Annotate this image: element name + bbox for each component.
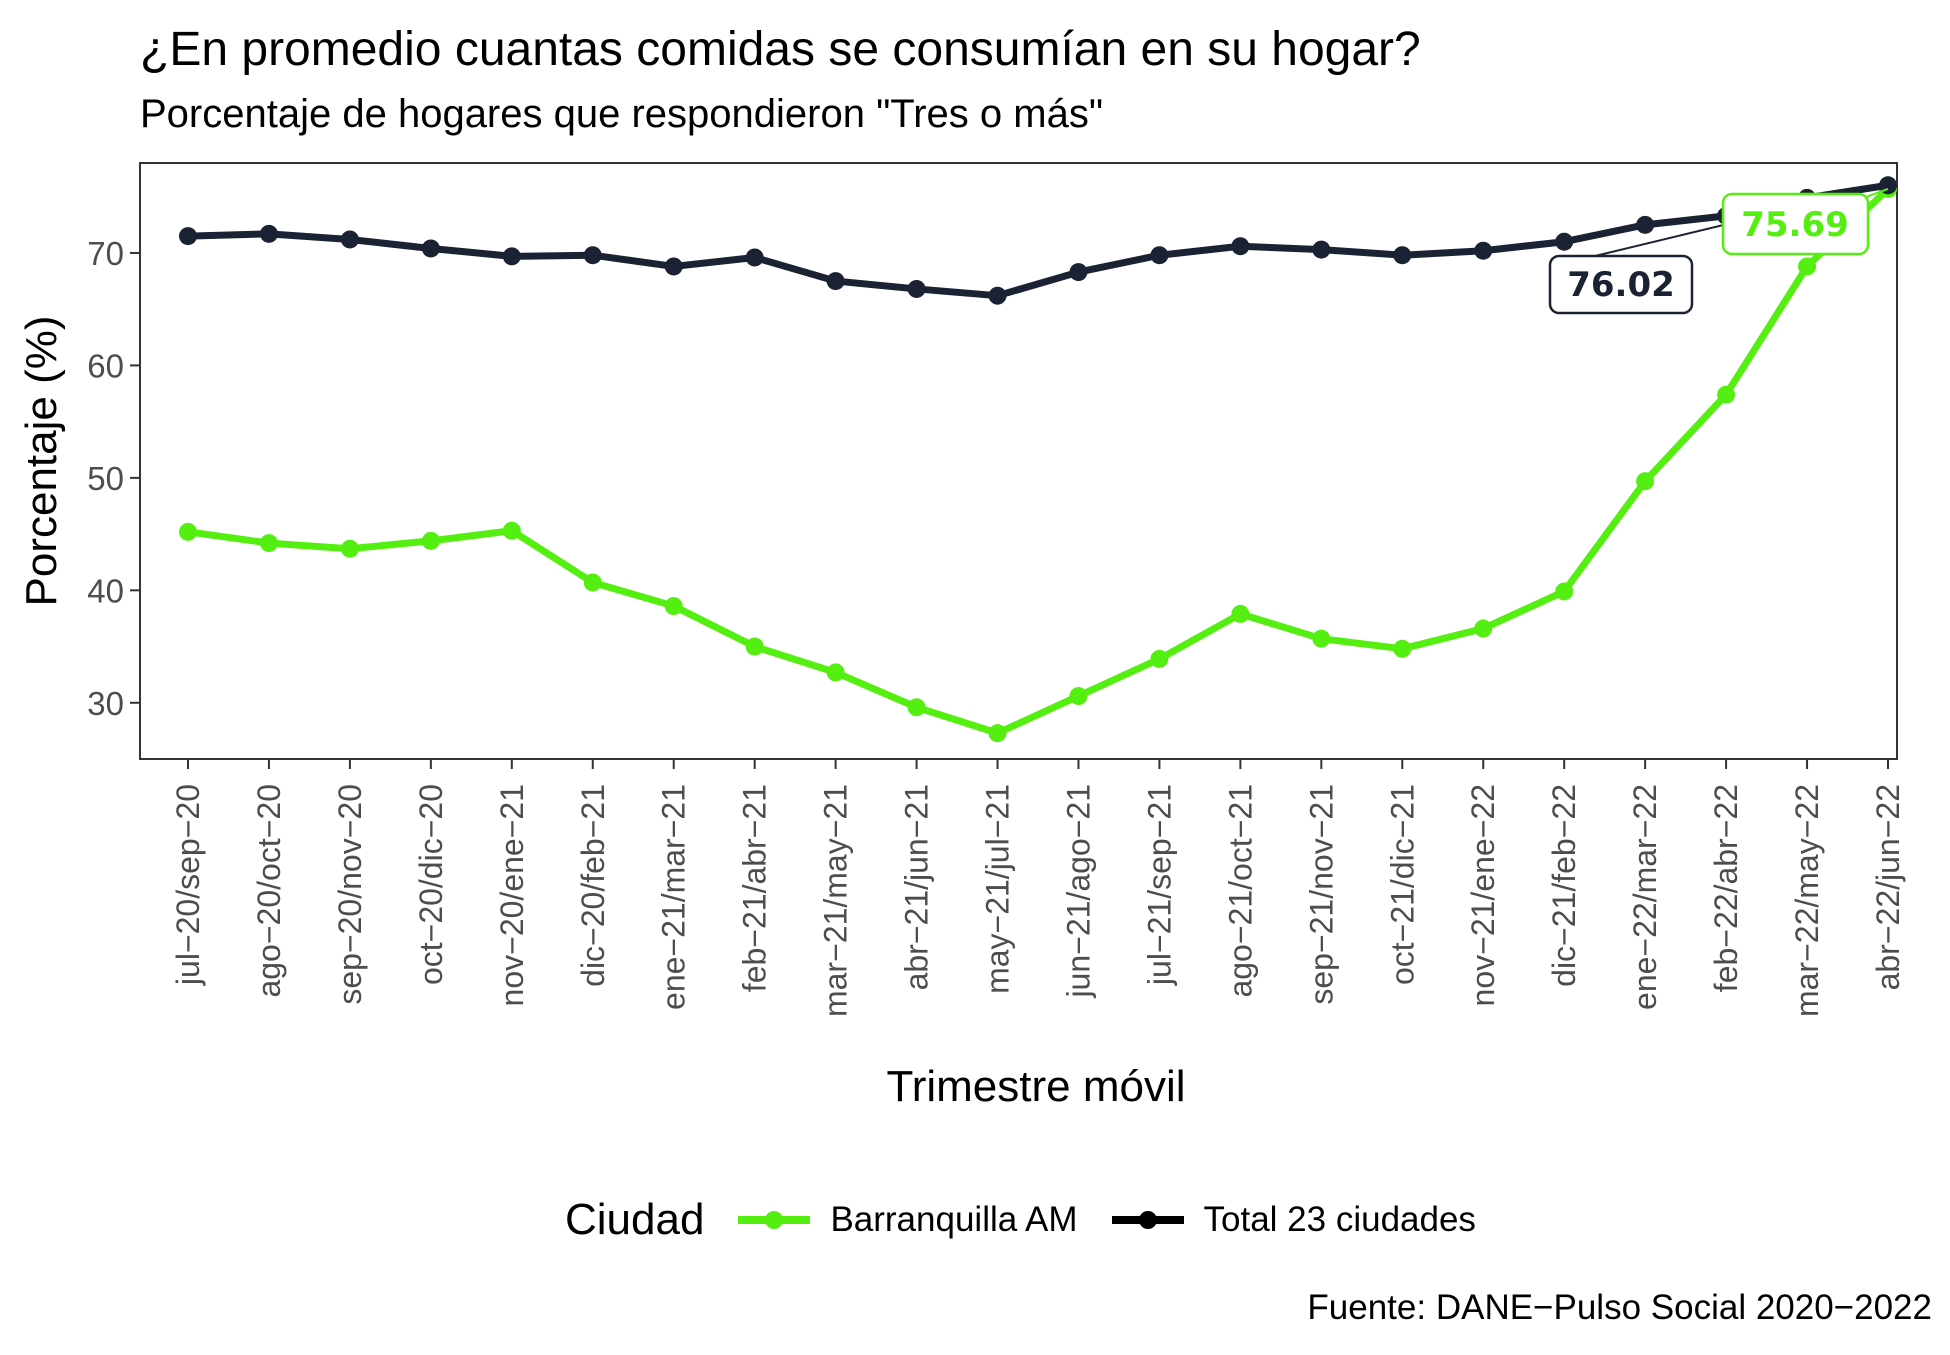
y-tick-label: 40: [87, 572, 124, 609]
x-tick-label: jul−20/sep−20: [170, 784, 206, 986]
x-tick-label: nov−21/ene−22: [1465, 784, 1501, 1006]
source-caption: Fuente: DANE−Pulso Social 2020−2022: [1307, 1288, 1932, 1327]
data-point: [907, 279, 926, 298]
data-point: [179, 227, 197, 246]
x-tick-label: feb−22/abr−22: [1708, 784, 1744, 992]
y-tick-label: 60: [87, 347, 124, 384]
series-line: [184, 185, 1892, 737]
data-point: [1231, 237, 1250, 256]
data-point: [1555, 582, 1574, 601]
y-axis-label: Porcentaje (%): [17, 315, 66, 606]
series-barranquilla: [179, 179, 1897, 743]
data-point: [1474, 241, 1493, 260]
data-point: [1636, 215, 1655, 234]
x-axis-label: Trimestre móvil: [886, 1062, 1185, 1111]
data-point: [1069, 687, 1088, 706]
data-point: [583, 246, 602, 265]
data-point: [826, 663, 845, 682]
label-box-barranquilla: [1721, 192, 1870, 256]
data-point: [988, 286, 1007, 305]
plot-panel: [139, 162, 1898, 760]
data-point: [1150, 649, 1169, 668]
data-point: [745, 248, 764, 267]
legend-label-total: Total 23 ciudades: [1203, 1200, 1476, 1239]
data-point: [1474, 619, 1493, 638]
end-labels: 76.02 75.69: [1548, 184, 1889, 315]
label-barranquilla-value: 75.69: [1741, 205, 1849, 245]
line-chart: 30 40 50 60 70 jul−20/sep−20 ago−20/oct−20 sep−…: [17, 162, 1906, 1111]
x-tick-label: abr−22/jun−22: [1870, 784, 1906, 990]
data-point: [340, 539, 359, 558]
chart-subtitle: Porcentaje de hogares que respondieron "…: [140, 92, 1104, 136]
x-tick-label: mar−22/may−22: [1789, 784, 1825, 1017]
data-point: [179, 522, 197, 541]
data-point: [421, 239, 440, 258]
x-tick-label: jun−21/ago−21: [1060, 784, 1096, 999]
x-tick-label: ago−20/oct−20: [251, 784, 287, 998]
x-tick-label: dic−21/feb−22: [1546, 784, 1582, 987]
data-point: [1555, 232, 1574, 251]
x-tick-label: nov−20/ene−21: [494, 784, 530, 1006]
series-layer: [179, 176, 1897, 743]
x-tick-label: ene−22/mar−22: [1627, 784, 1663, 1010]
x-tick-label: dic−20/feb−21: [575, 784, 611, 987]
legend-key-green-line: [738, 1211, 811, 1229]
x-tick-label: mar−21/may−21: [818, 784, 854, 1017]
data-point: [1069, 263, 1088, 282]
x-tick-label: oct−20/dic−20: [413, 784, 449, 985]
y-tick-label: 50: [87, 460, 124, 497]
data-point: [1636, 472, 1655, 491]
legend-key-dark-line: [1111, 1211, 1184, 1229]
legend-item-barranquilla: Barranquilla AM: [734, 1200, 1078, 1240]
data-point: [826, 272, 845, 291]
label-box-total: [1548, 254, 1694, 315]
data-point: [1150, 246, 1169, 265]
legend-label-barranquilla: Barranquilla AM: [830, 1200, 1078, 1239]
data-point: [664, 597, 683, 616]
x-tick-label: jul−21/sep−21: [1141, 784, 1177, 986]
x-tick-label: ene−21/mar−21: [656, 784, 692, 1010]
data-point: [1393, 639, 1412, 658]
data-point: [907, 698, 926, 717]
y-tick-label: 70: [87, 235, 124, 272]
y-tick-label: 30: [87, 685, 124, 722]
data-point: [583, 573, 602, 592]
data-point: [259, 534, 278, 553]
series-total: [179, 176, 1897, 305]
data-point: [664, 257, 683, 276]
x-tick-label: feb−21/abr−21: [737, 784, 773, 992]
data-point: [1231, 604, 1250, 623]
series-line: [184, 181, 1892, 300]
data-point: [988, 724, 1007, 743]
legend-item-total: Total 23 ciudades: [1108, 1200, 1476, 1240]
data-point: [1312, 240, 1331, 259]
data-point: [340, 230, 359, 249]
label-total-value: 76.02: [1567, 265, 1675, 305]
data-point: [1312, 629, 1331, 648]
legend-title: Ciudad: [565, 1195, 705, 1244]
data-point: [745, 637, 764, 656]
x-tick-label: sep−20/nov−20: [332, 784, 368, 1005]
x-tick-label: may−21/jul−21: [980, 784, 1016, 994]
data-point: [502, 521, 521, 540]
x-tick-label: abr−21/jun−21: [899, 784, 935, 990]
legend: Ciudad Barranquilla AM Total 23 ciudades: [565, 1190, 1506, 1250]
data-point: [259, 224, 278, 243]
data-point: [1393, 246, 1412, 265]
data-point: [421, 531, 440, 550]
x-tick-label: sep−21/nov−21: [1303, 784, 1339, 1005]
data-point: [502, 247, 521, 266]
axes: 30 40 50 60 70 jul−20/sep−20 ago−20/oct−20 sep−…: [87, 235, 1906, 1017]
chart-title: ¿En promedio cuantas comidas se consumía…: [140, 23, 1421, 76]
x-tick-label: oct−21/dic−21: [1384, 784, 1420, 985]
data-point: [1798, 257, 1817, 276]
x-tick-label: ago−21/oct−21: [1222, 784, 1258, 998]
data-point: [1717, 385, 1736, 404]
